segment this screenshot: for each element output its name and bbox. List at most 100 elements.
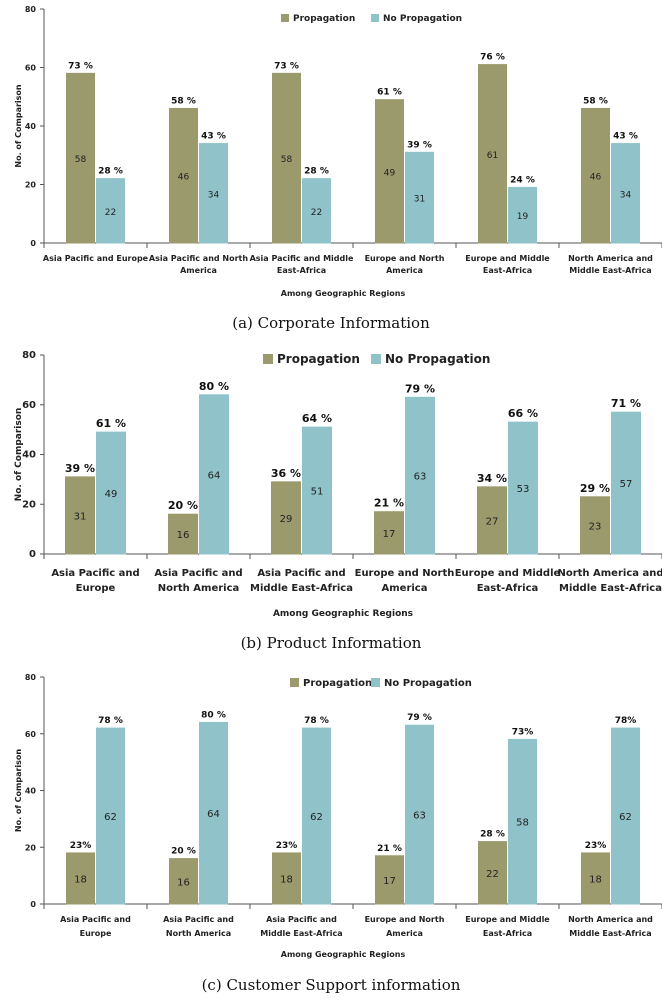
- y-tick-label: 0: [30, 239, 36, 248]
- bar-percent-label: 73 %: [274, 61, 299, 71]
- chart-panel-c: 0 20 40 60 80 18 23% 62 78 % Asia Pacific and Euro…: [0, 666, 662, 966]
- bar-percent-label: 29 %: [580, 482, 610, 495]
- bar-percent-label: 23%: [585, 841, 607, 851]
- bar-propagation: [478, 64, 507, 244]
- bar-percent-label: 28 %: [98, 167, 123, 177]
- bar-percent-label: 36 %: [271, 467, 301, 480]
- x-axis-title: Among Geographic Regions: [281, 289, 406, 298]
- y-tick-label: 60: [25, 64, 37, 73]
- bar-value-label: 18: [280, 874, 293, 885]
- bar-percent-label: 23%: [70, 841, 92, 851]
- legend-swatch: [281, 14, 289, 22]
- bar-value-label: 64: [207, 809, 220, 820]
- bar-no-propagation: [611, 411, 641, 555]
- bar-value-label: 22: [311, 208, 322, 218]
- x-category-label: America: [382, 583, 428, 594]
- legend-swatch: [371, 678, 380, 687]
- bar-percent-label: 80 %: [201, 710, 226, 720]
- x-category-label: Europe and North: [365, 915, 445, 924]
- bar-percent-label: 78%: [615, 716, 637, 726]
- x-category-label: Asia Pacific and: [266, 915, 337, 924]
- x-category-label: Asia Pacific and: [154, 568, 242, 579]
- x-category-label: America: [180, 266, 217, 275]
- bar-value-label: 18: [74, 874, 87, 885]
- bar-propagation: [169, 107, 198, 244]
- bar-percent-label: 80 %: [199, 380, 229, 393]
- bar-percent-label: 34 %: [477, 472, 507, 485]
- y-axis-title: No. of Comparison: [14, 749, 23, 833]
- legend-label: No Propagation: [385, 352, 490, 366]
- bar-value-label: 17: [383, 529, 396, 540]
- bar-percent-label: 73 %: [68, 61, 93, 71]
- y-tick-label: 40: [22, 450, 36, 461]
- y-tick-label: 60: [25, 730, 37, 739]
- bar-value-label: 62: [619, 812, 632, 823]
- bar-propagation: [168, 513, 198, 555]
- y-tick-label: 80: [25, 673, 37, 682]
- bar-propagation: [478, 841, 507, 905]
- bar-no-propagation: [96, 727, 125, 905]
- caption-c: (c) Customer Support information: [201, 976, 461, 994]
- bar-value-label: 61: [487, 151, 498, 161]
- legend-label: Propagation: [293, 14, 355, 24]
- bar-value-label: 23: [589, 521, 602, 532]
- y-tick-label: 80: [22, 350, 36, 361]
- bar-no-propagation: [96, 431, 126, 555]
- x-category-label: Europe and North: [355, 568, 455, 579]
- x-category-label: North America: [158, 583, 240, 594]
- legend-label: Propagation: [277, 352, 360, 366]
- bar-propagation: [375, 99, 404, 244]
- x-category-label: Asia Pacific and: [51, 568, 139, 579]
- bar-percent-label: 43 %: [613, 132, 638, 142]
- bar-value-label: 58: [281, 155, 293, 165]
- y-tick-label: 40: [25, 787, 37, 796]
- chart-c: 0 20 40 60 80 18 23% 62 78 % Asia Pacific and Euro…: [14, 673, 662, 959]
- caption-b: (b) Product Information: [240, 634, 422, 652]
- chart-a: 0 20 40 60 80 58 73 % 22 28 % Asia Pacific and Eu…: [14, 5, 662, 298]
- bar-percent-label: 79 %: [405, 382, 435, 395]
- x-category-label: Europe and Middle: [465, 915, 550, 924]
- bar-value-label: 46: [178, 173, 190, 183]
- bar-percent-label: 64 %: [302, 412, 332, 425]
- bar-propagation: [272, 852, 301, 905]
- x-category-label: America: [386, 929, 423, 938]
- x-category-label: East-Africa: [483, 266, 532, 275]
- bar-value-label: 62: [104, 812, 117, 823]
- bar-no-propagation: [508, 738, 537, 905]
- bar-value-label: 16: [177, 877, 190, 888]
- bar-no-propagation: [611, 727, 640, 905]
- bar-value-label: 29: [280, 514, 293, 525]
- legend-swatch: [290, 678, 299, 687]
- bar-no-propagation: [199, 721, 228, 905]
- x-category-label: Europe: [76, 583, 116, 594]
- bar-value-label: 62: [310, 812, 323, 823]
- x-category-label: East-Africa: [477, 583, 539, 594]
- legend-label: No Propagation: [384, 678, 472, 689]
- bar-value-label: 63: [413, 811, 426, 822]
- chart-b: 0 20 40 60 80 31 39 % 49 61 % Asia Pacific and Eur…: [14, 350, 662, 619]
- bar-propagation: [66, 852, 95, 905]
- x-category-label: Asia Pacific and: [163, 915, 234, 924]
- bar-no-propagation: [405, 724, 434, 905]
- bar-value-label: 31: [414, 195, 425, 205]
- bar-value-label: 22: [486, 869, 499, 880]
- legend-swatch: [371, 14, 379, 22]
- x-category-label: East-Africa: [277, 266, 326, 275]
- bar-value-label: 27: [486, 516, 499, 527]
- x-category-label: North America and: [568, 915, 653, 924]
- bar-propagation: [66, 72, 95, 244]
- bar-percent-label: 21 %: [374, 497, 404, 510]
- x-category-label: Asia Pacific and North: [149, 254, 248, 263]
- bar-no-propagation: [96, 178, 125, 244]
- bar-value-label: 64: [208, 470, 221, 481]
- bar-value-label: 49: [384, 168, 396, 178]
- x-category-label: North America and: [557, 568, 662, 579]
- y-tick-label: 40: [25, 122, 37, 131]
- y-axis-title: No. of Comparison: [14, 408, 24, 502]
- bar-value-label: 34: [620, 190, 632, 200]
- x-category-label: Europe and Middle: [455, 568, 561, 579]
- bar-value-label: 31: [74, 511, 87, 522]
- bar-value-label: 46: [590, 173, 602, 183]
- bar-propagation: [271, 481, 301, 555]
- legend-label: No Propagation: [383, 14, 462, 24]
